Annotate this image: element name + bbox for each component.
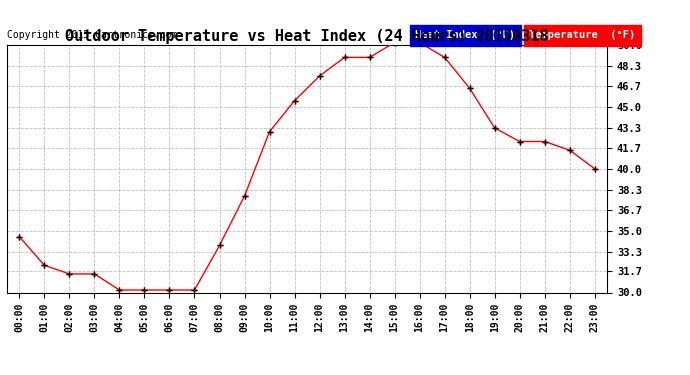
Text: Temperature  (°F): Temperature (°F) [529, 30, 635, 40]
Text: Heat Index  (°F): Heat Index (°F) [415, 30, 515, 40]
Text: Copyright 2015 Cartronics.com: Copyright 2015 Cartronics.com [7, 30, 177, 40]
Title: Outdoor Temperature vs Heat Index (24 Hours) 20150318: Outdoor Temperature vs Heat Index (24 Ho… [66, 29, 549, 44]
